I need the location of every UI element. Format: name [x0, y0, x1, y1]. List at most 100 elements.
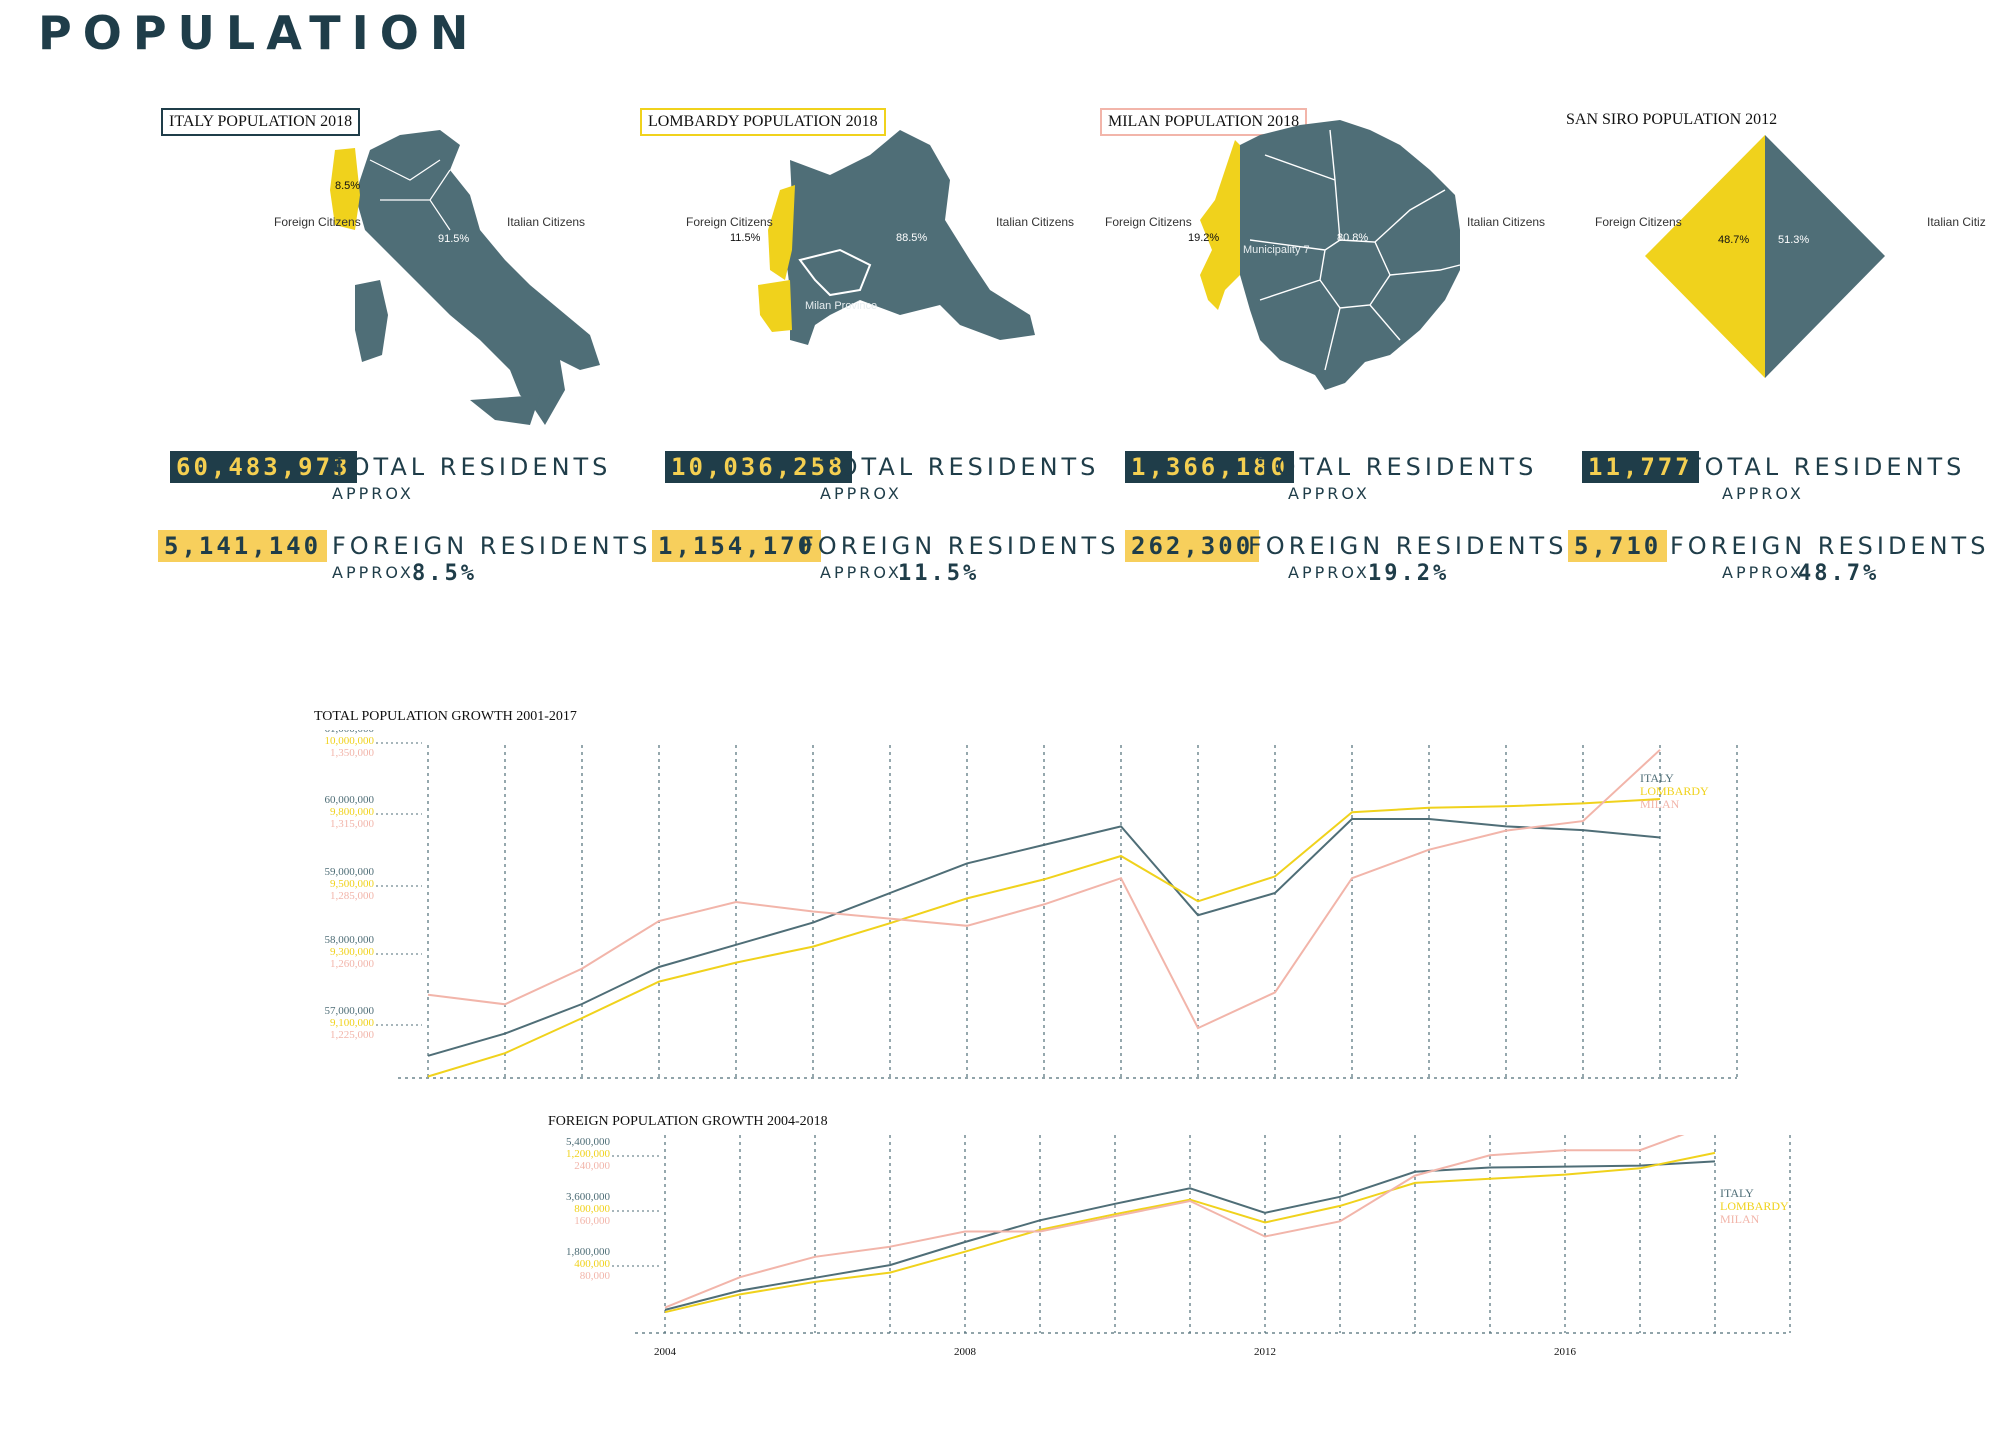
- milan-foreign-share: [1200, 140, 1240, 310]
- legend-item: MILAN: [1720, 1212, 1760, 1226]
- total-residents-value: 11,777: [1582, 451, 1699, 483]
- y-tick-label: 9,100,000: [330, 1017, 375, 1029]
- municipality-lines: [1249, 129, 1461, 371]
- x-tick-label: 2016: [1554, 1346, 1577, 1358]
- series-line-lombardy: [664, 1151, 1716, 1314]
- milan-panel: MILAN POPULATION 2018 19.2% 80.8% Munici…: [1100, 100, 1563, 620]
- lombardy-panel: LOMBARDY POPULATION 2018 11.5% 88.5% Mil…: [640, 100, 1115, 620]
- foreign-share: 48.7%: [1798, 561, 1880, 586]
- italy-sicily: [470, 395, 540, 425]
- legend-item: ITALY: [1720, 1186, 1754, 1200]
- italy-mainland: [355, 130, 600, 425]
- italian-pct: 51.3%: [1778, 234, 1810, 246]
- y-tick-label: 60,000,000: [325, 794, 375, 806]
- italian-label: Italian Citiz: [1927, 215, 1986, 229]
- series-line-lombardy: [427, 798, 1661, 1078]
- panel-title: MILAN POPULATION 2018: [1100, 108, 1308, 136]
- y-tick-label: 800,000: [574, 1203, 610, 1215]
- italy-foreign-share: [330, 148, 360, 230]
- y-tick-label: 1,350,000: [330, 747, 375, 759]
- milan-map: [1200, 120, 1461, 390]
- y-tick-label: 57,000,000: [325, 1005, 375, 1017]
- foreign-pct: 19.2%: [1188, 232, 1220, 244]
- y-tick-label: 61,000,000: [325, 730, 375, 735]
- milan-province-label: Milan Province: [805, 300, 878, 312]
- total-population-chart: 2001200420082012201661,000,00010,000,000…: [325, 730, 1738, 1079]
- y-tick-label: 59,000,000: [325, 866, 375, 878]
- foreign-population-chart: 2004 2008 2012 2016 5,400,0001,200,000240,00…: [566, 1135, 1791, 1358]
- total-residents-label: TOTAL RESIDENTS: [332, 453, 612, 481]
- panel-title: LOMBARDY POPULATION 2018: [640, 108, 886, 136]
- legend-item: LOMBARDY: [1640, 784, 1709, 798]
- san-siro-foreign-share: [1645, 135, 1765, 378]
- foreign-share: 11.5%: [898, 561, 980, 586]
- foreign-share: 19.2%: [1368, 561, 1450, 586]
- foreign-share: 8.5%: [412, 561, 477, 586]
- chart-title-foreign: FOREIGN POPULATION GROWTH 2004-2018: [548, 1114, 828, 1129]
- foreign-residents-value: 5,710: [1568, 530, 1668, 562]
- y-tick-label: 5,400,000: [566, 1136, 611, 1148]
- san-siro-panel: SAN SIRO POPULATION 2012 48.7% 51.3% For…: [1560, 100, 1990, 620]
- y-tick-label: 400,000: [574, 1258, 610, 1270]
- foreign-label: Foreign Citizens: [1595, 215, 1682, 229]
- milan-province-outline: [798, 248, 872, 297]
- approx-label: APPROX: [332, 563, 414, 582]
- foreign-pct: 11.5%: [730, 232, 761, 244]
- approx-label: APPROX: [820, 563, 902, 582]
- foreign-residents-label: FOREIGN RESIDENTS: [1670, 532, 1990, 560]
- x-tick-label: 2008: [954, 1346, 977, 1358]
- y-tick-label: 9,300,000: [330, 946, 375, 958]
- italian-label: Italian Citizens: [507, 215, 586, 229]
- foreign-label: Foreign Citizens: [686, 215, 773, 229]
- foreign-pct: 8.5%: [335, 180, 361, 192]
- series-line-italy: [427, 818, 1661, 1057]
- total-residents-label: TOTAL RESIDENTS: [820, 453, 1100, 481]
- italy-region-lines: [369, 159, 451, 231]
- page-title: POPULATION: [38, 6, 480, 60]
- approx-label: APPROX: [1722, 563, 1804, 582]
- italian-label: Italian Citizens: [1467, 215, 1546, 229]
- y-tick-label: 1,800,000: [566, 1246, 611, 1258]
- foreign-label: Foreign Citizens: [1105, 215, 1192, 229]
- approx-label: APPROX: [1288, 563, 1370, 582]
- italian-label: Italian Citizens: [996, 215, 1075, 229]
- y-tick-label: 160,000: [574, 1215, 610, 1227]
- foreign-label: Foreign Citizens: [274, 215, 361, 229]
- y-tick-label: 9,500,000: [330, 878, 375, 890]
- foreign-residents-value: 1,154,170: [652, 530, 822, 562]
- milan-city: [1235, 120, 1460, 390]
- series-line-milan: [664, 1135, 1685, 1309]
- total-residents-value: 60,483,973: [170, 451, 357, 483]
- total-residents-label: TOTAL RESIDENTS: [1686, 453, 1966, 481]
- total-residents-label: TOTAL RESIDENTS: [1258, 453, 1538, 481]
- y-tick-label: 1,260,000: [330, 958, 375, 970]
- y-tick-label: 58,000,000: [325, 934, 375, 946]
- y-tick-label: 10,000,000: [325, 735, 375, 747]
- y-tick-label: 1,200,000: [566, 1148, 611, 1160]
- italy-sardinia: [355, 280, 388, 362]
- san-siro-italian-share: [1765, 135, 1885, 378]
- lombardy-map: [758, 130, 1035, 345]
- lombardy-foreign-share: [768, 185, 795, 280]
- foreign-residents-value: 262,300: [1125, 530, 1260, 562]
- approx-label: APPROX: [1288, 484, 1370, 503]
- total-residents-value: 10,036,258: [665, 451, 852, 483]
- municipality-label: Municipality 7: [1243, 244, 1310, 256]
- x-tick-label: 2004: [654, 1346, 677, 1358]
- y-tick-label: 3,600,000: [566, 1191, 611, 1203]
- san-siro-diamond: [1645, 135, 1885, 378]
- italian-pct: 88.5%: [896, 232, 928, 244]
- approx-label: APPROX: [1722, 484, 1804, 503]
- foreign-residents-label: FOREIGN RESIDENTS: [800, 532, 1120, 560]
- panel-title: ITALY POPULATION 2018: [161, 108, 361, 136]
- y-tick-label: 80,000: [580, 1270, 611, 1282]
- legend-item: MILAN: [1640, 797, 1680, 811]
- y-tick-label: 1,315,000: [330, 818, 375, 830]
- series-line-milan: [427, 749, 1661, 1030]
- approx-label: APPROX: [332, 484, 414, 503]
- foreign-pct: 48.7%: [1718, 234, 1750, 246]
- foreign-residents-label: FOREIGN RESIDENTS: [1248, 532, 1568, 560]
- y-tick-label: 1,225,000: [330, 1029, 375, 1041]
- total-residents-value: 1,366,180: [1125, 451, 1295, 483]
- panel-title: SAN SIRO POPULATION 2012: [1560, 108, 1784, 132]
